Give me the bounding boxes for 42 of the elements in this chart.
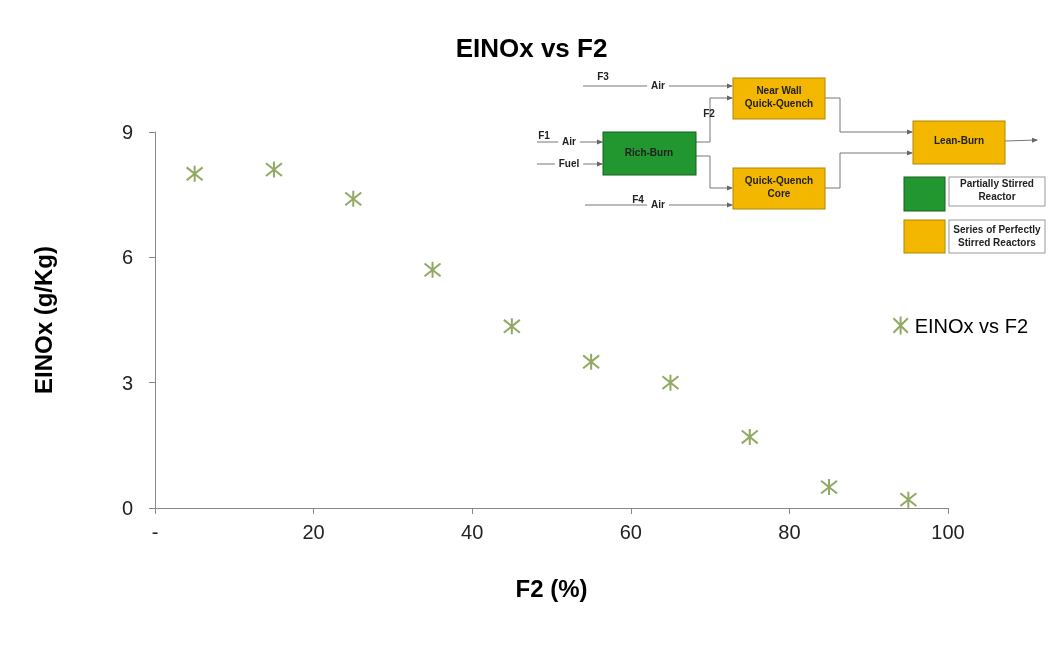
point <box>502 317 521 336</box>
x-tick-label: 80 <box>778 521 801 543</box>
annotation: Lean-Burn <box>934 134 984 146</box>
x-tick-label: 100 <box>931 521 965 543</box>
point <box>582 352 601 371</box>
annotation: F1 <box>538 129 551 141</box>
text: F2 <box>703 107 715 119</box>
y-tick-label: 9 <box>121 121 133 143</box>
y-axis-title: EINOx (g/Kg) <box>29 246 57 394</box>
x-tick-label: 20 <box>302 521 325 543</box>
annotation: Air <box>562 135 577 147</box>
x-tick-label: - <box>151 521 159 543</box>
point <box>740 427 759 446</box>
x-tick-label: 60 <box>619 521 642 543</box>
text: Near Wall <box>756 84 802 96</box>
x-tick-label: 40 <box>461 521 484 543</box>
text: Quick-Quench <box>744 97 814 109</box>
point <box>185 164 204 183</box>
point <box>661 373 680 392</box>
point <box>344 189 363 208</box>
annotation: Rich-Burn <box>624 146 674 158</box>
annotation: F4 <box>632 193 645 205</box>
y-tick-label: 3 <box>121 371 133 394</box>
text: Partially Stirred <box>960 177 1034 189</box>
legend-label: EINOx vs F2 <box>914 314 1029 337</box>
point <box>820 478 839 497</box>
chart-title: EINOx vs F2 <box>455 33 608 63</box>
point <box>423 260 442 279</box>
point <box>899 490 918 509</box>
annotation: Quick-Quench <box>744 174 814 186</box>
annotation: Core <box>767 187 791 199</box>
text: Air <box>651 79 665 91</box>
x-axis-title: F2 (%) <box>515 574 588 602</box>
point <box>264 160 283 179</box>
y-tick-label: 0 <box>121 497 133 519</box>
text: Reactor <box>978 190 1016 202</box>
text: Stirred Reactors <box>958 236 1036 248</box>
text: Series of Perfectly <box>953 223 1041 235</box>
annotation: Fuel <box>558 157 580 169</box>
y-tick-label: 6 <box>121 246 133 269</box>
text: F3 <box>597 70 609 82</box>
annotation: Air <box>651 198 666 210</box>
